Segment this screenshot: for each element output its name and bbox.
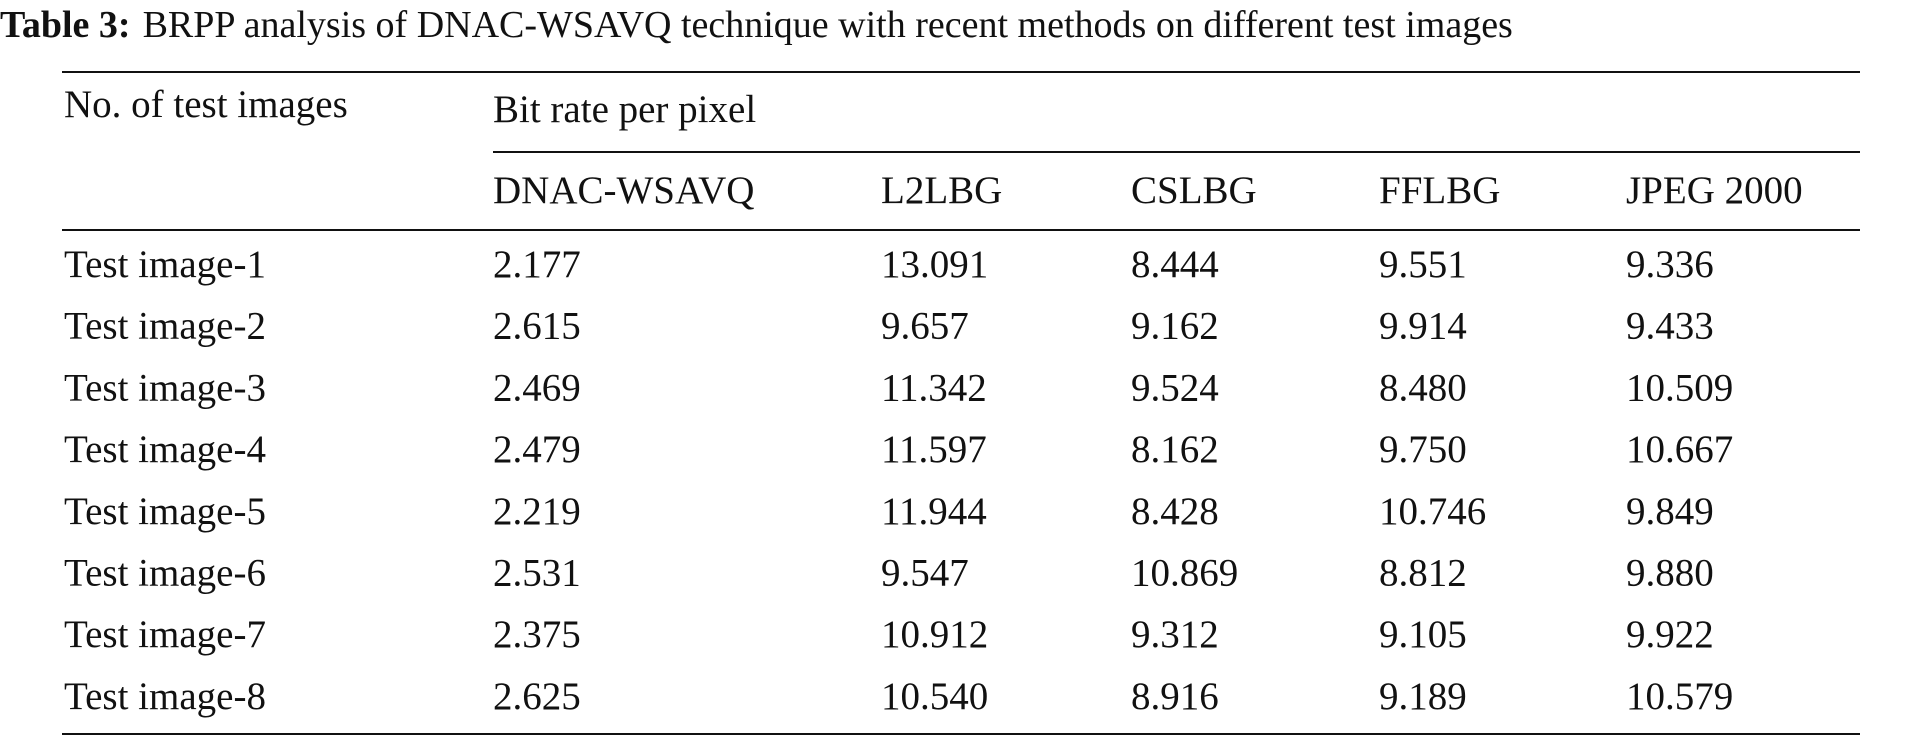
- caption-text: BRPP analysis of DNAC-WSAVQ technique wi…: [143, 4, 1513, 46]
- cell: 8.444: [1131, 243, 1219, 286]
- column-header: FFLBG: [1379, 169, 1500, 212]
- row-label: Test image-3: [64, 366, 266, 409]
- cell: 9.312: [1131, 613, 1219, 656]
- cell: 9.524: [1131, 366, 1219, 409]
- row-header: No. of test images: [64, 83, 348, 126]
- cell: 10.509: [1626, 366, 1733, 409]
- row-label: Test image-2: [64, 305, 266, 348]
- cell: 11.944: [881, 490, 987, 533]
- row-label: Test image-7: [64, 613, 266, 656]
- row-label: Test image-4: [64, 428, 266, 471]
- cell: 9.750: [1379, 428, 1467, 471]
- cell: 8.812: [1379, 551, 1467, 594]
- caption: Table 3: BRPP analysis of DNAC-WSAVQ tech…: [0, 4, 1513, 46]
- cell: 9.849: [1626, 490, 1714, 533]
- cell: 9.922: [1626, 613, 1714, 656]
- cell: 8.480: [1379, 366, 1467, 409]
- cell: 9.105: [1379, 613, 1467, 656]
- cell: 11.342: [881, 366, 987, 409]
- cell: 2.531: [493, 551, 581, 594]
- cell: 9.914: [1379, 305, 1467, 348]
- group-header: Bit rate per pixel: [493, 88, 756, 131]
- cell: 2.469: [493, 366, 581, 409]
- cell: 2.625: [493, 675, 581, 718]
- row-label: Test image-6: [64, 551, 266, 594]
- cell: 8.428: [1131, 490, 1219, 533]
- cell: 11.597: [881, 428, 987, 471]
- cell: 9.880: [1626, 551, 1714, 594]
- cell: 10.746: [1379, 490, 1486, 533]
- cell: 10.667: [1626, 428, 1733, 471]
- cell: 9.162: [1131, 305, 1219, 348]
- caption-label: Table 3:: [0, 4, 131, 46]
- column-header: CSLBG: [1131, 169, 1257, 212]
- row-label: Test image-1: [64, 243, 266, 286]
- cell: 9.336: [1626, 243, 1714, 286]
- cell: 2.375: [493, 613, 581, 656]
- cell: 10.579: [1626, 675, 1733, 718]
- column-header: L2LBG: [881, 169, 1002, 212]
- cell: 10.912: [881, 613, 988, 656]
- cell: 9.547: [881, 551, 969, 594]
- cell: 2.615: [493, 305, 581, 348]
- row-label: Test image-8: [64, 675, 266, 718]
- cell: 2.177: [493, 243, 581, 286]
- row-label: Test image-5: [64, 490, 266, 533]
- cell: 8.162: [1131, 428, 1219, 471]
- cell: 9.189: [1379, 675, 1467, 718]
- column-header: JPEG 2000: [1626, 169, 1803, 212]
- cell: 2.479: [493, 428, 581, 471]
- cell: 8.916: [1131, 675, 1219, 718]
- cell: 13.091: [881, 243, 988, 286]
- cell: 10.540: [881, 675, 988, 718]
- column-header: DNAC-WSAVQ: [493, 169, 754, 212]
- cell: 9.551: [1379, 243, 1467, 286]
- cell: 2.219: [493, 490, 581, 533]
- cell: 9.657: [881, 305, 969, 348]
- cell: 9.433: [1626, 305, 1714, 348]
- cell: 10.869: [1131, 551, 1238, 594]
